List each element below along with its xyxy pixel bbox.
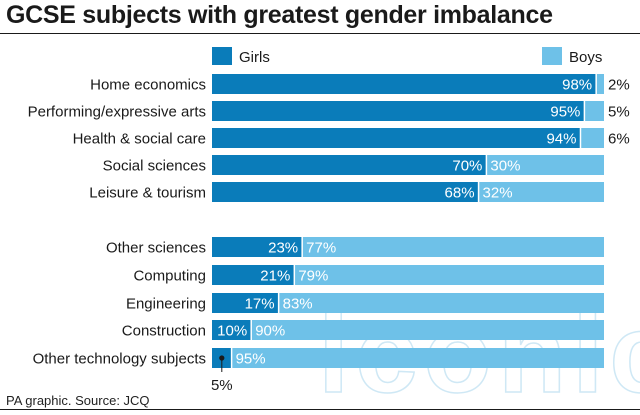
value-label-boys-other-technology-subjects: 95% — [236, 351, 266, 368]
category-label-computing: Computing — [133, 268, 206, 285]
bar-boys-other-technology-subjects — [231, 348, 604, 368]
value-label-boys-construction: 90% — [255, 323, 285, 340]
bar-girls-computing — [212, 265, 295, 285]
value-label-boys-social-sciences: 30% — [490, 158, 520, 175]
value-label-girls-performing-expressive-arts: 95% — [550, 104, 580, 121]
value-label-boys-computing: 79% — [298, 268, 328, 285]
bar-girls-health-social-care — [212, 128, 581, 148]
bar-girls-construction — [212, 320, 252, 340]
chart-title: GCSE subjects with greatest gender imbal… — [6, 1, 553, 29]
category-label-leisure-tourism: Leisure & tourism — [89, 185, 206, 202]
bar-boys-health-social-care — [580, 128, 604, 148]
value-label-girls-computing: 21% — [260, 268, 290, 285]
value-label-girls-construction: 10% — [217, 323, 247, 340]
category-label-performing-expressive-arts: Performing/expressive arts — [28, 104, 206, 121]
bar-girls-other-sciences — [212, 237, 303, 257]
value-label-girls-health-social-care: 94% — [546, 131, 576, 148]
category-label-health-social-care: Health & social care — [73, 131, 206, 148]
bar-boys-engineering — [278, 293, 604, 313]
value-label-boys-home-economics: 2% — [608, 77, 630, 94]
source-note: PA graphic. Source: JCQ — [6, 393, 150, 408]
bars — [212, 74, 604, 368]
value-label-boys-engineering: 83% — [283, 296, 313, 313]
value-label-girls-leisure-tourism: 68% — [445, 185, 475, 202]
category-label-construction: Construction — [122, 323, 206, 340]
legend-label-boys: Boys — [569, 49, 602, 66]
legend: Girls Boys — [212, 47, 602, 66]
bar-girls-social-sciences — [212, 155, 487, 175]
value-label-girls-other-technology-subjects: 5% — [211, 377, 233, 394]
bar-boys-construction — [251, 320, 604, 340]
bar-boys-leisure-tourism — [478, 182, 604, 202]
bar-boys-computing — [294, 265, 604, 285]
category-label-other-technology-subjects: Other technology subjects — [33, 351, 206, 368]
bar-boys-other-sciences — [302, 237, 604, 257]
category-label-other-sciences: Other sciences — [106, 240, 206, 257]
bar-boys-home-economics — [596, 74, 604, 94]
value-label-boys-other-sciences: 77% — [306, 240, 336, 257]
bar-boys-social-sciences — [486, 155, 604, 175]
title-divider — [0, 33, 640, 34]
category-labels: Home economics Performing/expressive arts… — [28, 77, 206, 368]
value-label-girls-home-economics: 98% — [562, 77, 592, 94]
legend-label-girls: Girls — [239, 49, 270, 66]
value-label-boys-health-social-care: 6% — [608, 131, 630, 148]
category-label-social-sciences: Social sciences — [103, 158, 206, 175]
bar-girls-home-economics — [212, 74, 597, 94]
bottom-divider — [0, 409, 640, 410]
bar-girls-performing-expressive-arts — [212, 101, 585, 121]
bar-girls-engineering — [212, 293, 279, 313]
value-label-girls-other-sciences: 23% — [268, 240, 298, 257]
value-label-girls-engineering: 17% — [245, 296, 275, 313]
bar-girls-leisure-tourism — [212, 182, 479, 202]
value-label-boys-leisure-tourism: 32% — [483, 185, 513, 202]
value-label-boys-performing-expressive-arts: 5% — [608, 104, 630, 121]
category-label-home-economics: Home economics — [90, 77, 206, 94]
value-labels: 98% 2%95% 5%94% 6%70% 30%68% 32%23% 77%21% 79%1… — [211, 77, 630, 395]
legend-swatch-girls — [212, 47, 232, 65]
legend-swatch-boys — [542, 47, 562, 65]
value-label-girls-social-sciences: 70% — [452, 158, 482, 175]
bar-boys-performing-expressive-arts — [584, 101, 604, 121]
category-label-engineering: Engineering — [126, 296, 206, 313]
